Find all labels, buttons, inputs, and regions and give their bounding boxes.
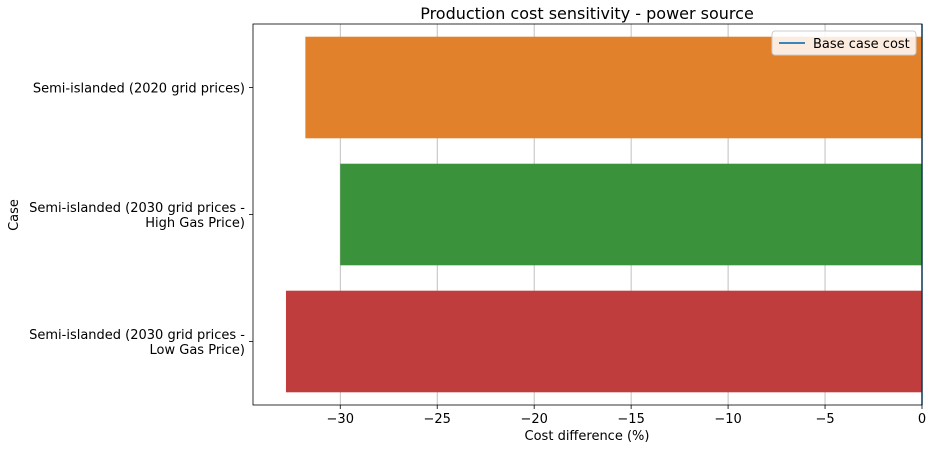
y-tick-label: Semi-islanded (2030 grid prices -Low Gas… (29, 328, 245, 358)
x-axis-ticks: −30 −25 −20 −15 −10 −5 0 (327, 405, 926, 427)
y-axis-ticks: Semi-islanded (2020 grid prices) Semi-isl… (29, 82, 253, 358)
x-tick-label: −20 (520, 412, 547, 427)
bar (340, 163, 922, 266)
x-tick-label: 0 (918, 412, 926, 427)
x-tick-label: −30 (327, 412, 354, 427)
legend-label: Base case cost (813, 37, 910, 52)
x-tick-label: −25 (423, 412, 450, 427)
legend-box (771, 30, 917, 56)
x-tick-label: −10 (714, 412, 741, 427)
chart-title: Production cost sensitivity - power sour… (420, 4, 754, 23)
bars (285, 36, 922, 393)
bar (285, 290, 922, 393)
x-tick-label: −5 (815, 412, 834, 427)
x-tick-label: −15 (617, 412, 644, 427)
y-tick-label: Semi-islanded (2030 grid prices -High Ga… (29, 201, 245, 231)
legend: Base case cost (771, 30, 917, 56)
y-tick-label: Semi-islanded (2020 grid prices) (33, 82, 245, 97)
x-axis-label: Cost difference (%) (525, 429, 650, 444)
y-axis-label: Case (7, 199, 22, 231)
